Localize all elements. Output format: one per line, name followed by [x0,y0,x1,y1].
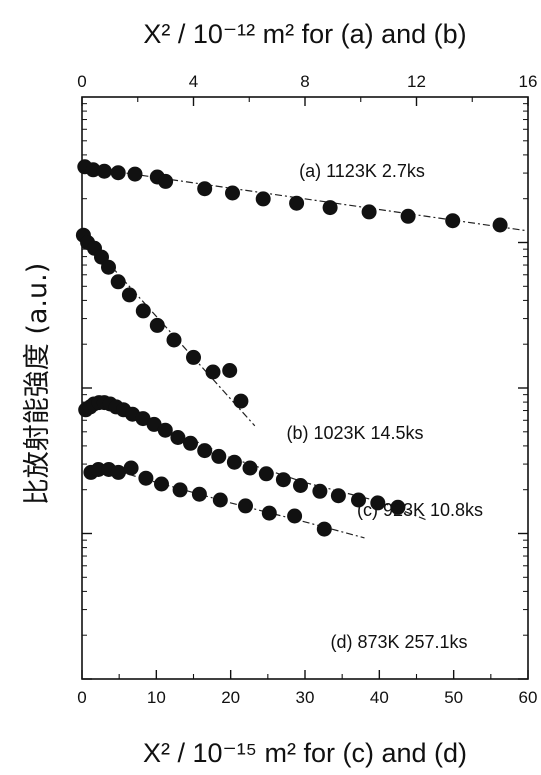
x-top-tick-label: 16 [519,72,538,91]
data-point [170,430,186,445]
data-point [154,476,169,492]
x-top-tick-label: 4 [189,72,198,91]
x-top-tick-label: 8 [300,72,309,91]
x-bottom-tick-label: 50 [444,688,463,707]
data-point [255,191,271,207]
data-point [312,483,328,499]
series-label-2: (b) 1023K 14.5ks [286,423,423,443]
x-bottom-tick-label: 10 [147,688,166,707]
data-point [149,317,165,333]
data-point [211,448,227,464]
data-point [197,181,213,197]
data-point [287,508,303,524]
data-point [316,521,332,537]
data-point [110,274,126,290]
data-point [225,185,240,201]
data-point [123,460,139,476]
data-point [110,165,126,181]
data-point [85,162,101,178]
data-point [222,363,238,378]
data-point [197,443,213,459]
x-bottom-tick-label: 30 [296,688,315,707]
data-point [146,416,162,432]
data-point [238,498,253,514]
data-point [370,495,386,511]
data-point [186,349,201,365]
data-point [101,259,116,275]
data-points [75,159,508,537]
data-point [330,488,346,504]
top-axis-title: X² / 10⁻¹² m² for (a) and (b) [143,19,466,49]
fit-line-2 [81,233,256,427]
data-point [138,470,154,486]
series-label-1: (a) 1123K 2.7ks [299,161,425,181]
data-point [293,478,308,493]
data-point [157,422,173,438]
series-label-4: (d) 873K 257.1ks [330,632,467,652]
data-point [261,505,277,521]
series-label-3: (c) 923K 10.8ks [357,500,483,520]
x-top-tick-label: 12 [407,72,426,91]
data-point [183,435,198,451]
data-point [226,454,242,470]
data-point [322,200,338,216]
y-axis-title: 比放射能強度 (a.u.) [22,263,53,505]
plot-frame [81,96,529,680]
data-point [121,287,137,303]
data-point [212,492,228,508]
data-point [205,364,221,380]
data-point [445,213,461,229]
data-point [110,464,126,480]
data-point [361,204,377,220]
data-point [135,411,151,427]
data-point [90,462,106,477]
x-bottom-tick-label: 0 [77,688,86,707]
data-point [258,466,274,482]
data-point [492,217,508,233]
data-point [390,499,406,515]
bottom-axis-title: X² / 10⁻¹⁵ m² for (c) and (d) [143,738,467,768]
series-labels: (a) 1123K 2.7ks (b) 1023K 14.5ks (c) 923K … [286,161,483,652]
data-point [400,208,416,224]
data-point [158,173,174,189]
x-bottom-tick-label: 60 [519,688,538,707]
x-bottom-tick-label: 20 [221,688,240,707]
data-point [275,472,291,488]
x-bottom-tick-label: 40 [370,688,389,707]
x-top-tick-label: 0 [77,72,86,91]
data-point [242,460,258,476]
data-point [289,195,305,211]
data-point [191,486,207,502]
data-point [172,482,188,498]
data-point [166,332,182,348]
data-point [233,393,249,409]
data-point [127,166,143,182]
axes-ticks: 0 10 20 30 40 50 60 0 4 8 12 16 [77,72,537,707]
data-point [135,303,151,319]
data-point [96,163,112,179]
data-point [351,492,366,508]
